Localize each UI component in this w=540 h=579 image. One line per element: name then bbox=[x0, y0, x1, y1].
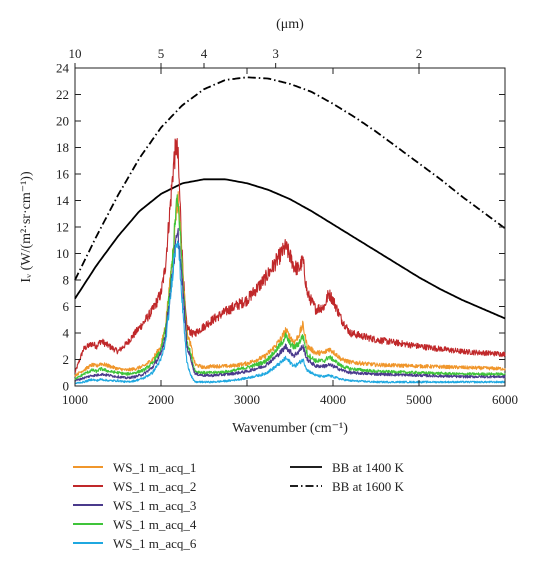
y-tick-label: 14 bbox=[56, 193, 70, 208]
legend-label: BB at 1400 K bbox=[332, 460, 404, 475]
series-line-bb-at-1600-k bbox=[74, 76, 506, 281]
top-tick-label: 3 bbox=[272, 46, 279, 61]
y-tick-label: 22 bbox=[56, 87, 69, 102]
x-tick-label: 2000 bbox=[148, 392, 174, 407]
legend-item: WS_1 m_acq_1 bbox=[73, 460, 196, 475]
x-tick-label: 1000 bbox=[62, 392, 88, 407]
legend-item: BB at 1400 K bbox=[290, 460, 404, 475]
x-tick-label: 4000 bbox=[320, 392, 346, 407]
top-axis-label: (μm) bbox=[276, 17, 304, 32]
legend-label: WS_1 m_acq_1 bbox=[113, 460, 196, 475]
legend-label: WS_1 m_acq_2 bbox=[113, 479, 196, 494]
x-tick-label: 6000 bbox=[492, 392, 518, 407]
y-tick-label: 12 bbox=[56, 220, 69, 235]
y-tick-label: 0 bbox=[63, 379, 70, 394]
axes-layer: 1000 2000 3000 4000 5000 60000246810121416182… bbox=[56, 46, 518, 407]
legend-item: WS_1 m_acq_2 bbox=[73, 479, 196, 494]
plot-area: 1000 2000 3000 4000 5000 60000246810121416182… bbox=[56, 46, 518, 407]
legend: WS_1 m_acq_1 WS_1 m_acq_2 WS_1 m_acq_3 WS_1… bbox=[73, 460, 404, 551]
y-tick-label: 20 bbox=[56, 114, 69, 129]
y-tick-label: 6 bbox=[63, 299, 70, 314]
top-tick-label: 4 bbox=[201, 46, 208, 61]
top-tick-label: 10 bbox=[69, 46, 82, 61]
top-tick-label: 2 bbox=[416, 46, 423, 61]
y-tick-label: 10 bbox=[56, 246, 69, 261]
y-tick-label: 18 bbox=[56, 140, 69, 155]
y-tick-label: 2 bbox=[63, 352, 70, 367]
y-tick-label: 16 bbox=[56, 167, 70, 182]
y-axis-title: Iᵥ (W/(m²·sr·cm⁻¹)) bbox=[19, 171, 34, 283]
series-line-ws-1-m-acq-4 bbox=[74, 194, 506, 381]
series-line-ws-1-m-acq-1 bbox=[74, 191, 506, 377]
legend-label: WS_1 m_acq_6 bbox=[113, 536, 197, 551]
x-tick-label: 5000 bbox=[406, 392, 432, 407]
y-tick-label: 4 bbox=[63, 326, 70, 341]
top-tick-label: 5 bbox=[158, 46, 165, 61]
legend-label: BB at 1600 K bbox=[332, 479, 404, 494]
series-line-ws-1-m-acq-2 bbox=[74, 138, 506, 373]
legend-item: WS_1 m_acq_4 bbox=[73, 517, 197, 532]
x-tick-label: 3000 bbox=[234, 392, 260, 407]
legend-label: WS_1 m_acq_4 bbox=[113, 517, 197, 532]
legend-item: WS_1 m_acq_3 bbox=[73, 498, 196, 513]
x-axis-title: Wavenumber (cm⁻¹) bbox=[232, 421, 348, 436]
series-line-ws-1-m-acq-3 bbox=[74, 227, 506, 382]
y-tick-label: 8 bbox=[63, 273, 70, 288]
series-line-bb-at-1400-k bbox=[74, 178, 506, 320]
legend-item: BB at 1600 K bbox=[290, 479, 404, 494]
series-layer bbox=[74, 76, 506, 385]
legend-label: WS_1 m_acq_3 bbox=[113, 498, 196, 513]
series-line-ws-1-m-acq-6 bbox=[74, 240, 506, 385]
legend-item: WS_1 m_acq_6 bbox=[73, 536, 197, 551]
y-tick-label: 24 bbox=[56, 61, 70, 76]
